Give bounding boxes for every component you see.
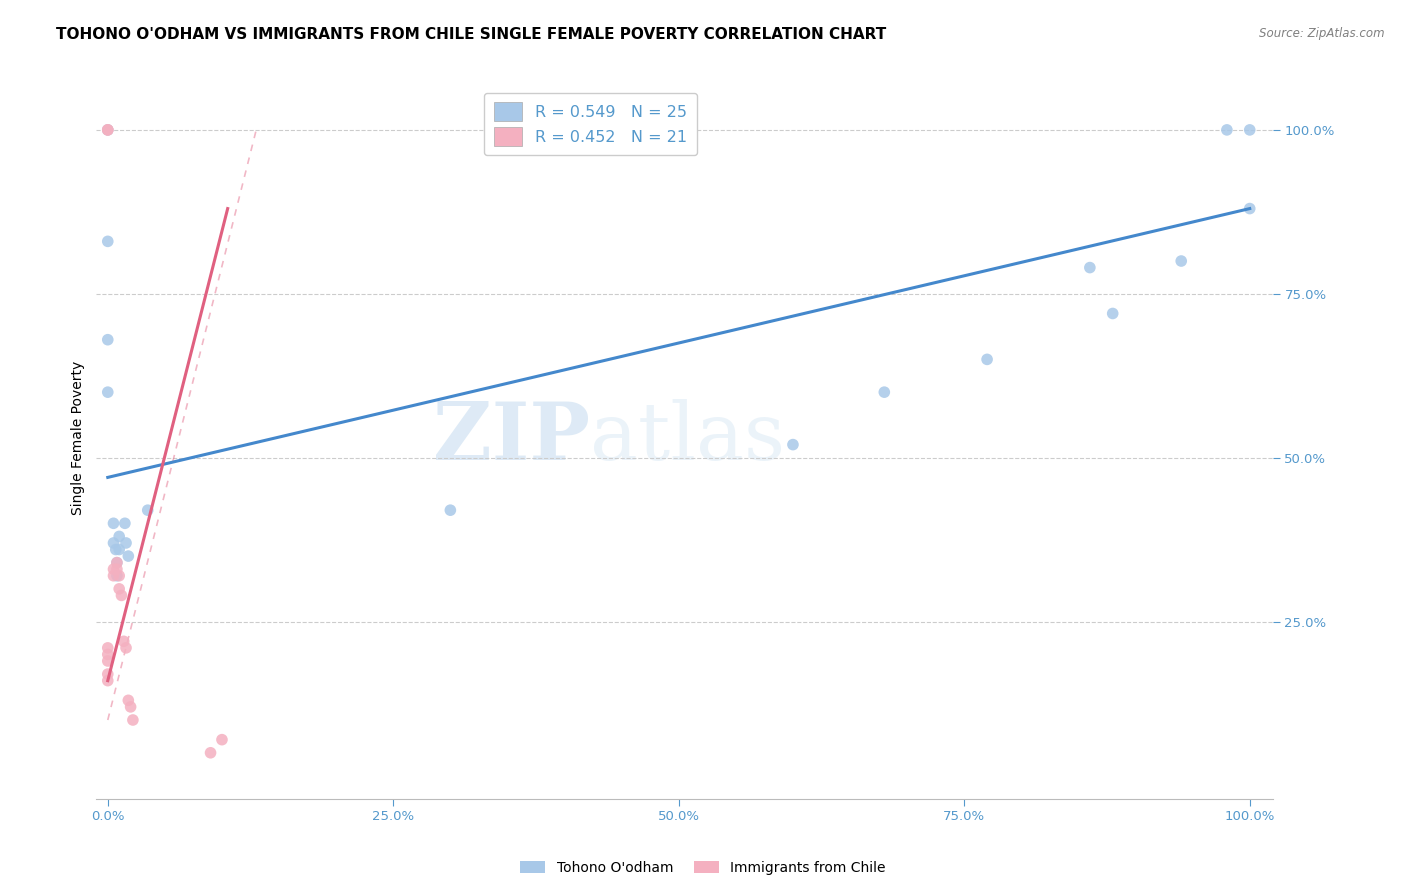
Point [97,385,120,400]
Point [1239,123,1261,137]
Point [112,634,135,648]
Text: TOHONO O'ODHAM VS IMMIGRANTS FROM CHILE SINGLE FEMALE POVERTY CORRELATION CHART: TOHONO O'ODHAM VS IMMIGRANTS FROM CHILE … [56,27,887,42]
Point [97,640,120,655]
Point [117,693,139,707]
Point [1216,123,1239,137]
Point [1101,306,1123,320]
Point [782,437,804,451]
Point [97,654,120,668]
Point [97,235,120,249]
Point [108,582,131,596]
Point [103,536,125,550]
Point [97,648,120,662]
Point [117,549,139,563]
Text: Source: ZipAtlas.com: Source: ZipAtlas.com [1260,27,1385,40]
Point [115,536,138,550]
Point [97,673,120,688]
Point [97,667,120,681]
Point [103,568,125,582]
Point [108,568,131,582]
Point [97,333,120,347]
Point [136,503,159,517]
Point [103,562,125,576]
Y-axis label: Single Female Poverty: Single Female Poverty [72,361,86,516]
Legend: Tohono O'odham, Immigrants from Chile: Tohono O'odham, Immigrants from Chile [515,855,891,880]
Point [1239,202,1261,216]
Point [200,746,222,760]
Point [105,556,128,570]
Legend: R = 0.549   N = 25, R = 0.452   N = 21: R = 0.549 N = 25, R = 0.452 N = 21 [484,93,697,155]
Point [108,542,131,557]
Point [1078,260,1101,275]
Point [105,562,128,576]
Point [105,556,128,570]
Point [120,699,142,714]
Point [104,542,127,557]
Point [439,503,461,517]
Point [97,123,120,137]
Point [108,529,131,543]
Point [110,589,132,603]
Point [115,640,138,655]
Point [97,123,120,137]
Point [976,352,998,367]
Point [114,516,136,531]
Point [105,568,128,582]
Point [211,732,233,747]
Point [1170,254,1192,268]
Text: ZIP: ZIP [433,399,591,477]
Point [97,123,120,137]
Point [103,516,125,531]
Point [122,713,145,727]
Text: atlas: atlas [591,399,786,477]
Point [873,385,896,400]
